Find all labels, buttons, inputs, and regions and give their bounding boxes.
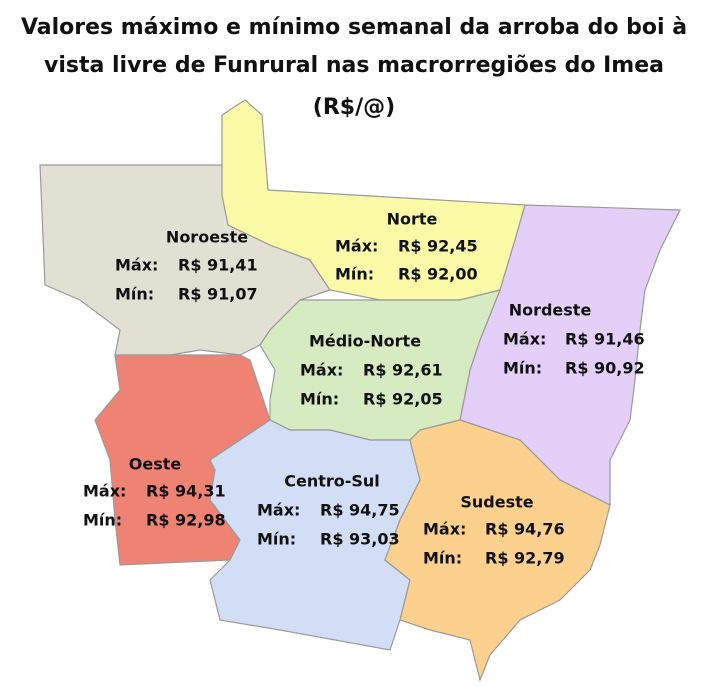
min-label: Mín: [423, 549, 462, 568]
max-label: Máx: [257, 501, 300, 520]
min-value: R$ 90,92 [565, 359, 645, 378]
region-name: Noroeste [166, 228, 248, 247]
min-value: R$ 91,07 [178, 285, 258, 304]
max-value: R$ 94,75 [320, 501, 400, 520]
max-label: Máx: [115, 256, 158, 275]
max-label: Máx: [503, 330, 546, 349]
max-label: Máx: [300, 361, 343, 380]
min-value: R$ 93,03 [320, 530, 400, 549]
max-value: R$ 92,45 [398, 237, 478, 256]
region-name: Norte [387, 210, 438, 229]
min-label: Mín: [257, 530, 296, 549]
region-name: Centro-Sul [284, 472, 380, 491]
min-label: Mín: [83, 511, 122, 530]
min-label: Mín: [335, 265, 374, 284]
min-value: R$ 92,05 [363, 390, 443, 409]
regions [39, 99, 681, 682]
region-name: Sudeste [460, 493, 533, 512]
max-value: R$ 94,76 [485, 520, 565, 539]
min-label: Mín: [503, 359, 542, 378]
min-value: R$ 92,79 [485, 549, 565, 568]
region-name: Nordeste [509, 301, 592, 320]
region-name: Médio-Norte [309, 332, 421, 351]
title-line: Valores máximo e mínimo semanal da arrob… [21, 15, 687, 40]
max-value: R$ 92,61 [363, 361, 443, 380]
max-value: R$ 91,41 [178, 256, 258, 275]
title-line: vista livre de Funrural nas macrorregiõe… [44, 53, 664, 78]
min-value: R$ 92,98 [146, 511, 226, 530]
title-line: (R$/@) [313, 95, 395, 120]
max-label: Máx: [423, 520, 466, 539]
min-value: R$ 92,00 [398, 265, 478, 284]
max-value: R$ 91,46 [565, 330, 645, 349]
max-label: Máx: [335, 237, 378, 256]
min-label: Mín: [115, 285, 154, 304]
region-centro-sul [209, 419, 421, 651]
min-label: Mín: [300, 390, 339, 409]
region-name: Oeste [129, 455, 182, 474]
max-value: R$ 94,31 [146, 482, 226, 501]
max-label: Máx: [83, 482, 126, 501]
region-sudeste [384, 419, 611, 682]
